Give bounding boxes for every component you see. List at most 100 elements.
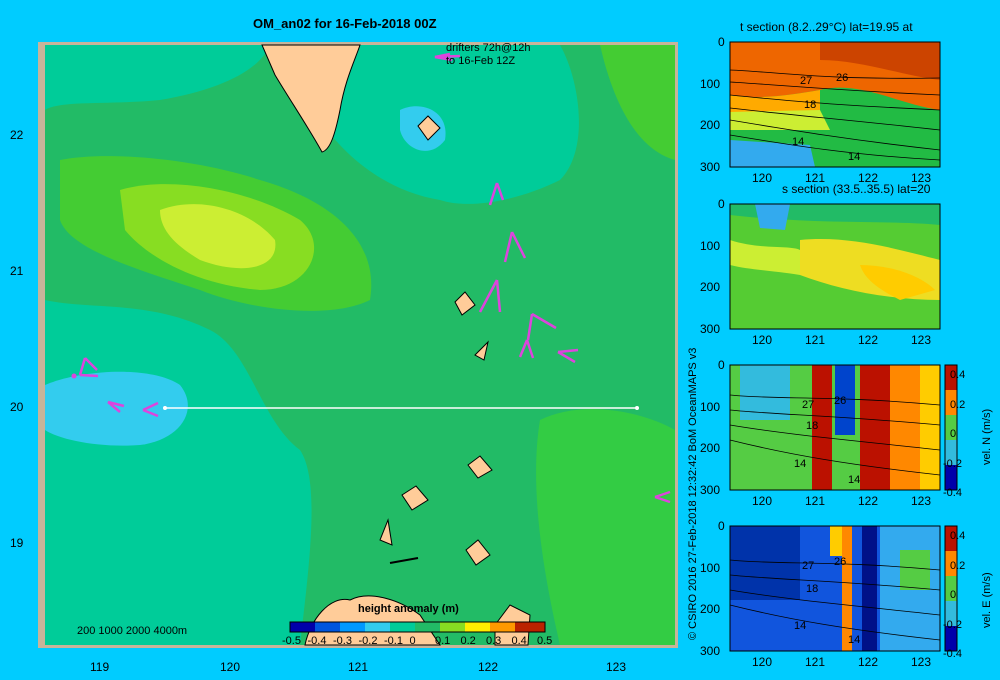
drifter-arrows bbox=[78, 52, 671, 504]
panel-colorbar-tick: 0.4 bbox=[950, 530, 966, 542]
y-tick-19: 19 bbox=[10, 536, 24, 550]
panel-x-tick: 123 bbox=[911, 494, 932, 508]
panel-x-tick: 123 bbox=[911, 171, 932, 185]
section-end bbox=[635, 406, 639, 410]
panel-x-tick: 120 bbox=[752, 655, 773, 669]
vel-n-label: vel. N (m/s) bbox=[981, 408, 993, 465]
panel-vel-e bbox=[729, 525, 958, 652]
panel-temperature bbox=[729, 41, 941, 168]
p4-contour-14a: 14 bbox=[794, 620, 807, 632]
panel-x-tick: 121 bbox=[805, 494, 826, 508]
panel-y-tick: 300 bbox=[700, 483, 721, 497]
land-luzon-1 bbox=[304, 595, 441, 646]
x-tick-123: 123 bbox=[606, 660, 627, 674]
x-tick-120: 120 bbox=[220, 660, 241, 674]
p3-contour-14b: 14 bbox=[848, 474, 861, 486]
panel-y-tick: 100 bbox=[700, 399, 721, 414]
vel-e-colorbar bbox=[944, 525, 958, 652]
land-island-8 bbox=[389, 557, 419, 564]
p4-contour-27: 27 bbox=[802, 560, 815, 572]
panel-colorbar-tick: -0.4 bbox=[943, 648, 962, 660]
colorbar-tick: -0.3 bbox=[333, 635, 352, 647]
ssh-green-se bbox=[536, 409, 675, 645]
land-island-6 bbox=[465, 539, 491, 566]
land-island-1 bbox=[417, 115, 441, 141]
panel-y-tick: 200 bbox=[700, 118, 721, 133]
panel-y-tick: 100 bbox=[700, 76, 721, 91]
panel-y-tick: 300 bbox=[700, 160, 721, 174]
panel-x-tick: 121 bbox=[805, 333, 826, 347]
p3-contour-18: 18 bbox=[806, 420, 819, 432]
panel-1-title: t section (8.2..29°C) lat=19.95 at bbox=[740, 20, 913, 34]
x-tick-122: 122 bbox=[478, 660, 499, 674]
panel-colorbar-tick: 0 bbox=[950, 589, 957, 601]
y-tick-22: 22 bbox=[10, 128, 24, 142]
land-taiwan bbox=[261, 44, 361, 153]
section-start bbox=[163, 406, 167, 410]
ssh-teal-topleft bbox=[45, 45, 270, 110]
colorbar-tick: 0.3 bbox=[486, 635, 502, 647]
ssh-green-ne bbox=[600, 45, 675, 160]
p4-contour-18: 18 bbox=[806, 583, 819, 595]
colorbar-tick: 0 bbox=[409, 635, 416, 647]
p4-contour-14b: 14 bbox=[848, 634, 861, 646]
panel-colorbar-tick: 0 bbox=[950, 428, 957, 440]
p1-contour-14b: 14 bbox=[848, 151, 861, 163]
panel-colorbar-tick: -0.2 bbox=[943, 618, 962, 631]
panel-y-tick: 300 bbox=[700, 644, 721, 658]
vel-n-colorbar bbox=[944, 364, 958, 491]
map-title: OM_an02 for 16-Feb-2018 00Z bbox=[253, 16, 437, 31]
panel-y-tick: 200 bbox=[700, 441, 721, 456]
panel-2-title: s section (33.5..35.5) lat=20 bbox=[782, 182, 931, 196]
height-colorbar bbox=[289, 621, 546, 633]
panel-x-tick: 121 bbox=[805, 171, 826, 185]
panel-x-tick: 120 bbox=[752, 333, 773, 347]
p3-contour-27: 27 bbox=[802, 399, 815, 411]
panel-vel-n bbox=[729, 364, 958, 491]
panel-colorbar-tick: -0.2 bbox=[943, 457, 962, 470]
drifter-note-1: drifters 72h@12h bbox=[446, 42, 531, 54]
panel-y-tick: 0 bbox=[718, 197, 725, 211]
y-tick-20: 20 bbox=[10, 400, 24, 414]
colorbar-tick: -0.2 bbox=[358, 635, 378, 647]
panel-y-tick: 0 bbox=[718, 358, 725, 372]
vel-e-label: vel. E (m/s) bbox=[981, 572, 993, 628]
land-island-4 bbox=[467, 455, 493, 479]
panel-colorbar-tick: 0.4 bbox=[950, 369, 966, 381]
p1-contour-27: 27 bbox=[800, 75, 813, 87]
p3-contour-14a: 14 bbox=[794, 458, 807, 470]
panel-x-tick: 120 bbox=[752, 494, 773, 508]
panel-colorbar-tick: 0.2 bbox=[950, 559, 966, 572]
colorbar-tick: 0.4 bbox=[511, 635, 527, 647]
panel-y-tick: 0 bbox=[718, 519, 725, 533]
x-tick-119: 119 bbox=[90, 660, 110, 674]
panel-x-tick: 122 bbox=[858, 655, 879, 669]
land-island-5 bbox=[401, 485, 429, 511]
panel-colorbar-tick: -0.4 bbox=[943, 487, 962, 499]
panel-y-tick: 100 bbox=[700, 560, 721, 575]
panel-y-tick: 300 bbox=[700, 322, 721, 336]
colorbar-tick: -0.4 bbox=[307, 635, 327, 647]
panel-colorbar-tick: 0.2 bbox=[950, 398, 966, 411]
p4-contour-26: 26 bbox=[834, 556, 847, 568]
colorbar-tick: 0.5 bbox=[537, 635, 553, 647]
colorbar-tick: 0.2 bbox=[460, 635, 476, 647]
y-tick-21: 21 bbox=[10, 264, 24, 278]
ssh-teal-top bbox=[316, 45, 579, 204]
depth-legend: 200 1000 2000 4000m bbox=[77, 625, 188, 637]
ssh-yellow-core bbox=[160, 204, 276, 269]
colorbar-title: height anomaly (m) bbox=[358, 603, 459, 615]
panel-y-tick: 200 bbox=[700, 280, 721, 295]
p1-contour-14a: 14 bbox=[792, 136, 805, 148]
colorbar-tick: 0.1 bbox=[435, 635, 451, 647]
panel-salinity bbox=[729, 203, 941, 330]
panel-x-tick: 122 bbox=[858, 171, 879, 185]
panel-y-tick: 200 bbox=[700, 602, 721, 617]
panel-x-tick: 123 bbox=[911, 655, 932, 669]
panel-y-tick: 100 bbox=[700, 238, 721, 253]
panel-x-tick: 122 bbox=[858, 494, 879, 508]
panel-x-tick: 123 bbox=[911, 333, 932, 347]
panel-x-tick: 122 bbox=[858, 333, 879, 347]
